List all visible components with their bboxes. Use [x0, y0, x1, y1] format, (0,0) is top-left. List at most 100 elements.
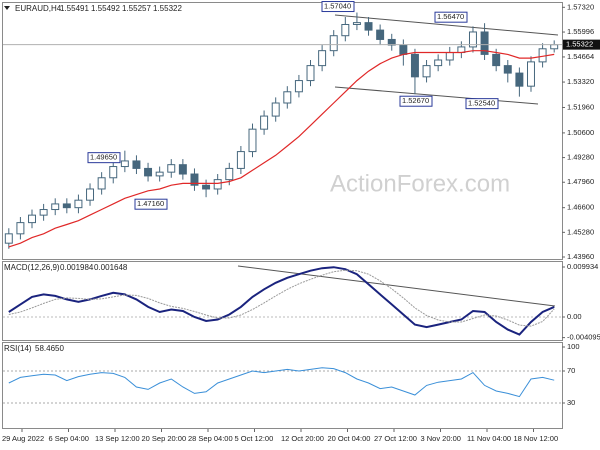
series-line: [8, 50, 555, 248]
annotation-box: [465, 98, 499, 110]
y-tick-label: 0.00: [567, 312, 582, 321]
candle-body: [376, 29, 385, 40]
chart-title: EURAUD,H4: [15, 4, 62, 13]
annotation-label: 1.49650: [90, 153, 117, 162]
candle-body: [120, 160, 129, 168]
rsi-current: 58.4650: [35, 344, 64, 353]
candle-body: [62, 203, 71, 209]
quote-value: 1.55257: [122, 4, 151, 13]
annotation-label: 1.57040: [324, 2, 351, 11]
candle-body: [434, 59, 443, 67]
y-tick-label: 1.50600: [567, 128, 594, 137]
indicator-value: 0.001984: [60, 263, 94, 272]
x-tick-label: 5 Oct 12:00: [235, 434, 274, 443]
annotation-box: [399, 95, 433, 107]
candle-body: [422, 65, 431, 78]
candle-body: [492, 53, 501, 67]
y-tick-label: 1.54664: [567, 52, 594, 61]
quote-value: 1.55491: [60, 4, 89, 13]
candle-body: [28, 214, 36, 224]
rsi-panel: [2, 342, 563, 429]
x-tick-label: 13 Sep 12:00: [95, 434, 140, 443]
candle-body: [132, 160, 141, 169]
annotation-box: [321, 1, 355, 13]
menu-arrow: [4, 6, 10, 10]
y-tick-label: 1.47960: [567, 177, 594, 186]
candle-body: [550, 44, 559, 50]
y-tick-label: 100: [567, 342, 580, 351]
candle-body: [260, 115, 269, 130]
candle-body: [503, 65, 512, 74]
candle-body: [97, 177, 106, 190]
trend-line: [334, 86, 539, 105]
quote-value: 1.55492: [91, 4, 120, 13]
x-tick-label: 18 Nov 12:00: [514, 434, 559, 443]
last-price-label: 1.55322: [566, 40, 593, 49]
candle-body: [399, 44, 408, 55]
x-tick-label: 20 Sep 20:00: [142, 434, 187, 443]
annotation-box: [134, 198, 168, 210]
candle-body: [248, 128, 257, 153]
x-tick-label: 11 Nov 04:00: [467, 434, 511, 443]
watermark: ActionForex.com: [330, 170, 510, 197]
candle-body: [167, 164, 176, 173]
x-tick-label: 20 Oct 04:00: [328, 434, 371, 443]
candle-body: [236, 151, 245, 169]
indicator-value: 0.001648: [94, 263, 128, 272]
candle-body: [364, 22, 373, 31]
candle-body: [202, 184, 211, 190]
annotation-label: 1.52670: [402, 96, 429, 105]
annotation-label: 1.56470: [437, 12, 464, 21]
candle-body: [480, 31, 489, 55]
candle-body: [74, 199, 83, 209]
candle-body: [271, 102, 280, 117]
y-tick-label: 1.55996: [567, 27, 594, 36]
candle-body: [515, 72, 524, 87]
x-tick-label: 29 Aug 2022: [2, 434, 44, 443]
quote-value: 1.55322: [153, 4, 182, 13]
candle-body: [306, 65, 315, 82]
rsi-title: RSI(14): [4, 344, 32, 353]
macd-panel: [2, 261, 563, 341]
x-tick-label: 3 Nov 20:00: [421, 434, 461, 443]
x-tick-label: 28 Sep 04:00: [188, 434, 233, 443]
y-tick-label: 1.53320: [567, 77, 594, 86]
y-tick-label: -0.004095: [567, 333, 600, 342]
trend-line: [334, 14, 559, 36]
x-tick-label: 12 Oct 20:00: [281, 434, 324, 443]
candle-body: [527, 61, 535, 87]
price-panel: [2, 2, 563, 260]
candle-body: [468, 31, 477, 48]
candle-body: [155, 171, 164, 177]
candle-body: [39, 209, 48, 216]
candle-body: [329, 35, 338, 52]
annotation-box: [434, 11, 468, 23]
candle-body: [178, 164, 187, 175]
y-tick-label: 0.009934: [567, 262, 598, 271]
series-line: [8, 266, 555, 336]
candle-body: [294, 80, 303, 93]
y-tick-label: 1.57320: [567, 2, 594, 11]
y-tick-label: 70: [567, 366, 575, 375]
series-line: [8, 367, 555, 398]
candle-body: [352, 22, 361, 25]
annotation-box: [87, 152, 121, 164]
y-tick-label: 1.45280: [567, 227, 594, 236]
candle-body: [16, 222, 25, 235]
candle-body: [225, 167, 234, 181]
y-tick-label: 1.46600: [567, 203, 594, 212]
candle-body: [4, 233, 13, 244]
candle-body: [109, 166, 118, 179]
x-tick-label: 6 Sep 04:00: [49, 434, 89, 443]
last-price-box: [563, 39, 600, 50]
series-line: [8, 269, 555, 327]
y-tick-label: 1.49280: [567, 153, 594, 162]
macd-title: MACD(12,26,9): [4, 263, 60, 272]
annotation-label: 1.47160: [137, 199, 164, 208]
y-tick-label: 30: [567, 398, 575, 407]
y-tick-label: 1.51960: [567, 102, 594, 111]
candle-body: [51, 203, 60, 211]
candle-body: [341, 23, 350, 37]
